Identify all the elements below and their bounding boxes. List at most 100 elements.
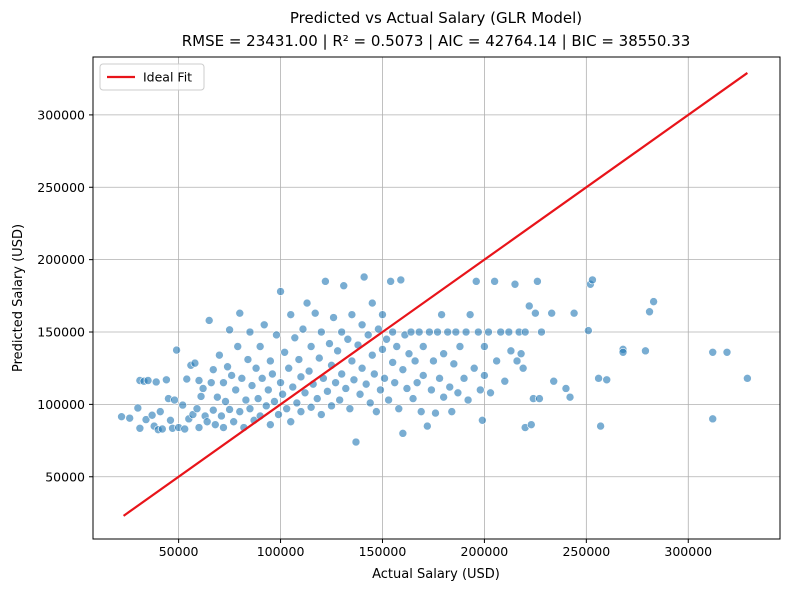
y-tick-label: 150000 [37, 325, 85, 340]
data-point [345, 404, 355, 414]
data-point [461, 327, 471, 337]
data-point [270, 397, 279, 406]
data-point [569, 308, 579, 318]
data-point [439, 392, 448, 402]
data-point [531, 308, 540, 318]
data-point [294, 355, 304, 364]
data-point [213, 392, 222, 402]
data-point [500, 376, 510, 386]
data-point [298, 324, 308, 334]
data-point [317, 410, 326, 419]
data-point [518, 363, 528, 373]
data-point [439, 349, 448, 359]
data-point [547, 308, 556, 318]
data-point [314, 353, 324, 363]
data-point [480, 342, 489, 351]
data-point [268, 369, 277, 379]
data-point [408, 394, 418, 403]
data-point [243, 355, 253, 364]
data-point [398, 365, 408, 374]
ideal-fit-line [122, 72, 749, 517]
x-axis-ticks: 50000 100000 150000 200000 250000 300000 [159, 539, 712, 559]
data-point [398, 429, 408, 438]
data-point [339, 281, 349, 290]
data-point [188, 410, 198, 419]
data-point [206, 378, 216, 387]
data-point [304, 366, 314, 376]
data-point [272, 330, 281, 340]
data-point [418, 371, 428, 380]
data-point [490, 277, 499, 286]
data-point [215, 350, 224, 360]
data-point [333, 346, 342, 356]
data-point [233, 342, 243, 351]
data-point [274, 410, 283, 419]
data-point [241, 395, 251, 405]
data-point [208, 365, 218, 374]
data-point [431, 408, 440, 418]
data-point [390, 378, 400, 387]
data-point [443, 327, 453, 337]
data-point [484, 327, 493, 337]
data-point [331, 378, 340, 387]
data-point [325, 339, 334, 348]
y-axis-ticks: 50000 100000 150000 200000 250000 300000 [37, 107, 93, 484]
data-point [204, 316, 214, 325]
legend: Ideal Fit [99, 63, 205, 91]
x-tick-label: 250000 [562, 544, 610, 559]
data-point [292, 398, 302, 408]
data-point [341, 384, 351, 393]
data-point [198, 384, 208, 393]
data-point [190, 358, 200, 368]
data-point [492, 356, 501, 366]
y-tick-label: 250000 [37, 180, 85, 195]
data-point [219, 423, 228, 432]
data-point [520, 327, 530, 337]
data-point [380, 374, 389, 383]
data-point [376, 385, 385, 395]
data-point [276, 287, 285, 296]
data-point [708, 414, 718, 424]
data-point [312, 394, 322, 403]
data-point [425, 327, 434, 337]
data-point [447, 407, 457, 416]
data-point [211, 420, 220, 429]
data-point [445, 382, 455, 392]
data-point [223, 362, 232, 372]
chart-subtitle: RMSE = 23431.00 | R² = 0.5073 | AIC = 42… [182, 32, 691, 50]
data-point [414, 327, 424, 337]
data-point [618, 347, 628, 357]
data-point [143, 376, 153, 385]
data-point [378, 310, 387, 319]
data-point [347, 310, 357, 319]
data-point [135, 423, 145, 433]
data-point [247, 381, 257, 390]
data-point [166, 416, 175, 425]
data-point [162, 375, 171, 385]
x-tick-label: 200000 [461, 544, 509, 559]
data-point [245, 327, 255, 337]
data-point [372, 407, 381, 416]
data-point [194, 423, 204, 432]
data-point [365, 398, 375, 408]
data-point [151, 377, 161, 387]
data-point [602, 375, 612, 385]
data-point [178, 400, 187, 410]
data-point [459, 374, 469, 383]
data-point [526, 420, 536, 429]
data-point [317, 327, 326, 337]
data-point [306, 342, 316, 351]
data-point [588, 275, 597, 285]
data-point [453, 388, 463, 398]
data-point [208, 405, 218, 415]
data-point [221, 397, 230, 406]
data-point [337, 369, 347, 379]
data-point [402, 384, 412, 393]
data-point [388, 358, 397, 367]
data-point [478, 416, 487, 425]
data-point [196, 392, 206, 401]
data-point [392, 342, 402, 351]
data-point [133, 403, 143, 413]
